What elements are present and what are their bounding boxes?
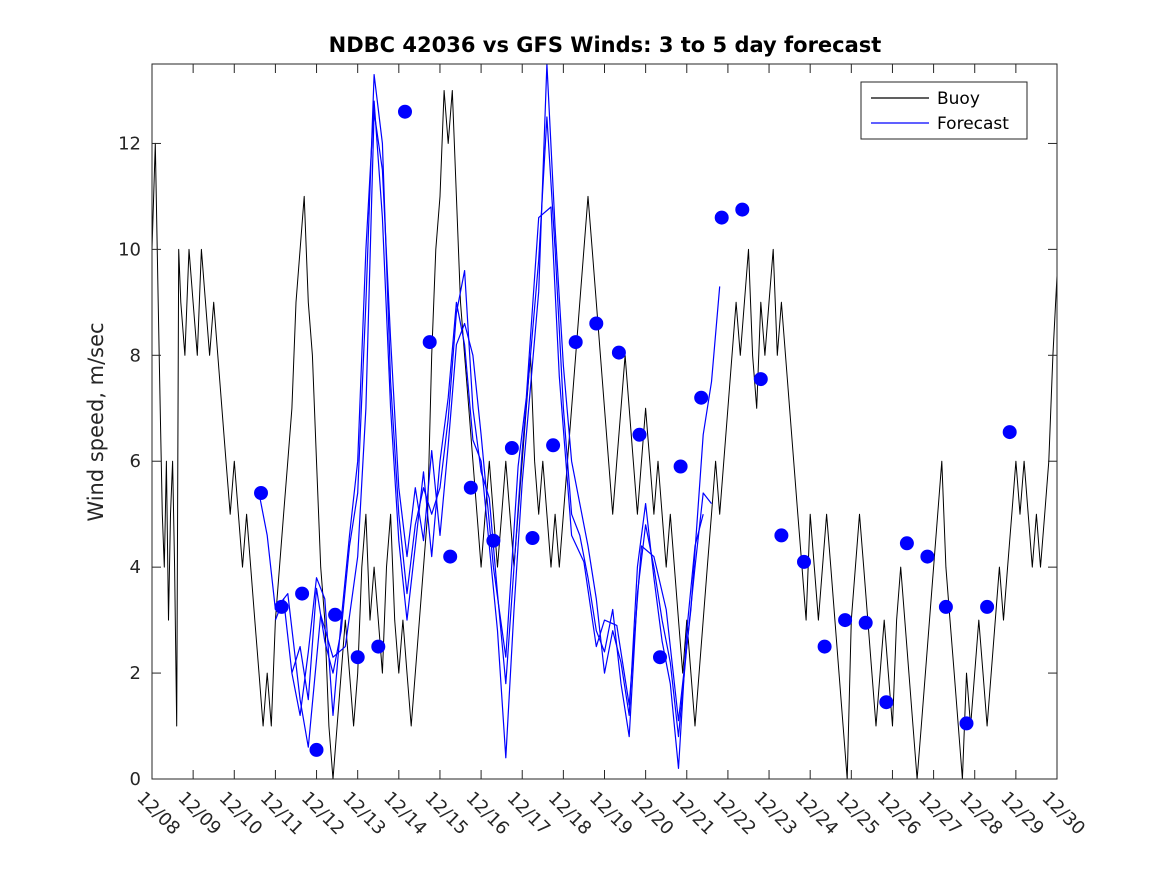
forecast-marker-35 — [980, 599, 995, 614]
x-tick-label-2: 12/10 — [215, 788, 267, 840]
x-tick-label-0: 12/08 — [132, 788, 184, 840]
forecast-marker-16 — [589, 316, 604, 331]
y-tick-label-6: 12 — [118, 133, 141, 154]
x-tick-label-22: 12/30 — [1037, 788, 1089, 840]
x-tick-label-10: 12/18 — [544, 788, 596, 840]
forecast-marker-25 — [774, 528, 789, 543]
forecast-line-3 — [291, 64, 704, 769]
forecast-marker-7 — [398, 104, 412, 119]
y-tick-label-5: 10 — [118, 239, 141, 260]
x-tick-label-21: 12/29 — [996, 788, 1048, 840]
forecast-marker-31 — [899, 536, 914, 551]
buoy-line — [152, 90, 1057, 779]
x-tick-label-17: 12/25 — [832, 788, 884, 840]
forecast-marker-19 — [653, 650, 667, 665]
forecast-marker-30 — [879, 695, 894, 710]
forecast-marker-2 — [295, 586, 310, 601]
forecast-marker-1 — [274, 599, 289, 614]
legend-box — [860, 81, 1028, 140]
forecast-marker-20 — [673, 459, 688, 474]
legend: Buoy Forecast — [860, 81, 1028, 140]
x-tick-label-14: 12/22 — [708, 788, 760, 840]
x-tick-label-9: 12/17 — [503, 788, 555, 840]
forecast-marker-18 — [632, 427, 647, 442]
forecast-marker-26 — [797, 554, 811, 569]
legend-label-buoy: Buoy — [937, 89, 980, 109]
forecast-marker-24 — [753, 372, 768, 387]
forecast-marker-36 — [1002, 425, 1017, 440]
forecast-marker-14 — [546, 438, 561, 453]
x-tick-label-20: 12/28 — [955, 788, 1007, 840]
x-tick-label-3: 12/11 — [256, 788, 308, 840]
y-axis-label: Wind speed, m/sec — [84, 322, 108, 521]
forecast-marker-22 — [714, 210, 729, 225]
forecast-marker-0 — [254, 486, 268, 500]
legend-label-forecast: Forecast — [937, 114, 1009, 134]
x-tick-label-1: 12/09 — [174, 788, 226, 840]
forecast-marker-17 — [611, 345, 626, 360]
y-axis-ticks: 0 2 4 6 8 10 12 — [118, 133, 1057, 790]
x-tick-label-4: 12/12 — [297, 788, 349, 840]
forecast-marker-28 — [838, 613, 853, 628]
forecast-marker-34 — [959, 716, 974, 731]
x-tick-label-7: 12/15 — [420, 788, 472, 840]
forecast-marker-6 — [371, 639, 386, 654]
x-tick-label-5: 12/13 — [338, 788, 390, 840]
forecast-marker-8 — [422, 335, 437, 350]
forecast-marker-33 — [938, 599, 953, 614]
y-tick-label-0: 0 — [130, 769, 141, 790]
forecast-marker-12 — [504, 441, 519, 455]
forecast-marker-10 — [463, 480, 478, 495]
forecast-marker-4 — [328, 607, 343, 622]
x-tick-label-6: 12/14 — [379, 788, 431, 840]
y-tick-label-3: 6 — [130, 451, 141, 472]
y-tick-label-4: 8 — [130, 345, 141, 366]
forecast-marker-32 — [920, 549, 935, 564]
plot-area: 02468101212/0812/0912/1012/1112/1212/131… — [118, 63, 1089, 840]
forecast-marker-21 — [694, 390, 709, 405]
x-tick-label-16: 12/24 — [791, 788, 843, 840]
forecast-marker-13 — [525, 531, 540, 545]
y-tick-label-1: 2 — [130, 663, 141, 684]
forecast-marker-23 — [735, 202, 750, 217]
forecast-markers — [254, 104, 1017, 757]
forecast-marker-9 — [443, 549, 458, 564]
x-tick-label-18: 12/26 — [873, 788, 925, 840]
x-tick-label-11: 12/19 — [585, 788, 637, 840]
y-tick-label-2: 4 — [130, 557, 141, 578]
forecast-marker-27 — [817, 639, 832, 654]
x-tick-label-12: 12/20 — [626, 788, 678, 840]
plot-background — [152, 64, 1057, 779]
forecast-marker-3 — [309, 742, 324, 757]
x-tick-label-19: 12/27 — [914, 788, 966, 840]
chart-title: NDBC 42036 vs GFS Winds: 3 to 5 day fore… — [329, 33, 882, 57]
forecast-marker-15 — [568, 335, 583, 350]
forecast-marker-5 — [350, 650, 365, 665]
forecast-marker-29 — [858, 615, 873, 630]
x-tick-label-8: 12/16 — [462, 788, 514, 840]
x-tick-label-13: 12/21 — [667, 788, 719, 840]
forecast-marker-11 — [486, 533, 501, 548]
x-tick-label-15: 12/23 — [749, 788, 801, 840]
